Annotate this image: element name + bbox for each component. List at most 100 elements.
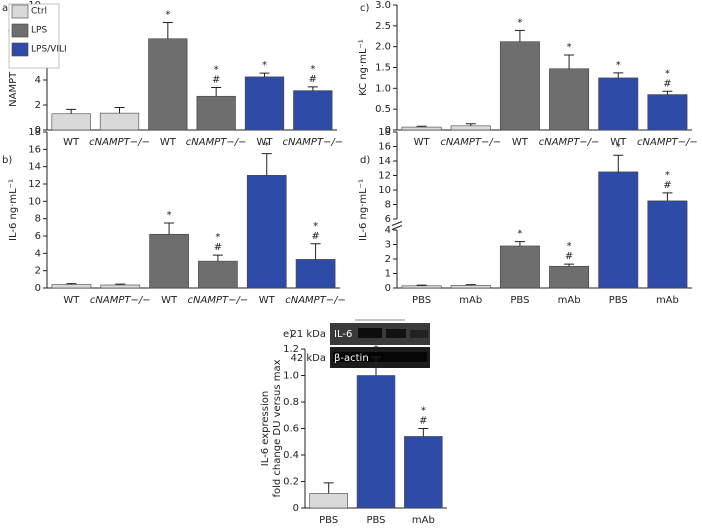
bar: [100, 284, 141, 289]
panel-label: d): [360, 155, 370, 166]
x-tick-label: PBS: [319, 515, 338, 525]
legend: Ctrl LPS LPS/VILI: [8, 3, 67, 69]
error-bar: [416, 284, 427, 286]
panel-label: a): [2, 3, 12, 14]
y-tick-label: 4: [385, 225, 391, 236]
y-tick-label: 2: [35, 266, 41, 277]
x-tick-label: cNAMPT−/−: [188, 295, 249, 306]
band: [386, 329, 406, 338]
significance-mark: *: [215, 232, 220, 243]
y-tick-label: 6: [385, 214, 391, 225]
error-bar: [662, 90, 673, 95]
error-bar: [465, 284, 476, 286]
bar: [51, 284, 92, 289]
error-bar: [164, 222, 175, 235]
y-tick-label: 12: [28, 179, 41, 190]
significance-mark: *: [262, 60, 267, 71]
significance-mark: *: [567, 42, 572, 53]
bar: [293, 90, 333, 131]
bar: [499, 245, 540, 289]
significance-mark: #: [309, 74, 317, 85]
bar: [450, 125, 491, 131]
x-tick-label: PBS: [510, 295, 529, 306]
x-tick-label: WT: [610, 137, 627, 148]
significance-mark: #: [212, 75, 220, 86]
legend-label: LPS: [31, 26, 47, 36]
significance-mark: *: [167, 210, 172, 221]
bar: [244, 76, 285, 131]
bar: [598, 171, 639, 289]
y-tick-label: 2.0: [375, 42, 391, 53]
x-tick-label: PBS: [609, 295, 628, 306]
y-tick-label: 16: [28, 144, 41, 155]
bar: [51, 113, 91, 131]
error-bar: [371, 356, 381, 376]
y-tick-label: 2: [385, 254, 391, 265]
y-tick-label: 0.4: [283, 450, 299, 461]
significance-mark: *: [374, 344, 379, 355]
bar: [647, 200, 688, 289]
bar: [549, 68, 590, 131]
y-tick-label: 1.0: [283, 371, 299, 382]
x-tick-label: WT: [414, 137, 431, 148]
y-tick-label: 0: [35, 283, 41, 294]
significance-mark: #: [311, 231, 319, 242]
y-tick-label: 1.0: [375, 83, 391, 94]
y-tick-label: 10: [378, 185, 391, 196]
y-axis-label: IL-6 expression: [260, 391, 271, 466]
y-tick-label: 0.5: [375, 104, 391, 115]
significance-mark: #: [419, 416, 427, 427]
y-tick-label: 0.6: [283, 424, 299, 435]
x-tick-label: mAb: [656, 295, 679, 306]
y-tick-label: 18: [378, 127, 391, 138]
y-tick-label: 12: [378, 171, 391, 182]
significance-mark: *: [165, 10, 170, 21]
error-bar: [115, 283, 126, 285]
error-bar: [212, 254, 223, 262]
legend-swatch: [11, 23, 29, 38]
x-tick-label: WT: [161, 295, 178, 306]
y-tick-label: 8: [385, 200, 391, 211]
bar: [246, 175, 287, 289]
error-bar: [418, 428, 429, 437]
error-bar: [66, 283, 77, 285]
error-bar: [564, 54, 575, 69]
x-tick-label: PBS: [412, 295, 431, 306]
y-axis-label: KC ng·mL⁻¹: [358, 39, 369, 96]
legend-label: LPS/VILI: [31, 45, 67, 55]
bar: [647, 94, 688, 131]
x-tick-label: cNAMPT−/−: [89, 137, 150, 148]
error-bar: [259, 72, 270, 77]
y-tick-label: 14: [28, 162, 41, 173]
y-tick-label: 4: [35, 248, 41, 259]
significance-mark: *: [517, 17, 522, 28]
band: [410, 330, 428, 338]
error-bar: [416, 125, 427, 128]
significance-mark: #: [663, 78, 671, 89]
x-tick-label: WT: [257, 137, 274, 148]
y-tick-label: 1: [385, 269, 391, 280]
x-tick-label: WT: [259, 295, 276, 306]
band: [358, 328, 382, 338]
y-tick-label: 2.5: [375, 21, 391, 32]
x-tick-label: WT: [63, 137, 80, 148]
bar: [549, 265, 590, 289]
significance-mark: *: [310, 64, 315, 75]
error-bar: [465, 123, 476, 126]
y-tick-label: 0.2: [283, 477, 299, 488]
error-bar: [323, 482, 334, 494]
y-tick-label: 1.5: [375, 63, 391, 74]
y-axis-label: IL-6 ng·mL⁻¹: [358, 179, 369, 241]
y-tick-label: 10: [28, 196, 41, 207]
significance-mark: *: [665, 68, 670, 79]
panel-label: e): [283, 329, 293, 340]
blot-size: 42 kDa: [290, 353, 326, 364]
y-axis-label: fold change DU versus max: [272, 359, 283, 497]
error-bar: [310, 243, 321, 260]
x-tick-label: cNAMPT−/−: [90, 295, 151, 306]
bar: [598, 77, 639, 131]
significance-mark: *: [421, 406, 426, 417]
error-bar: [261, 153, 272, 176]
y-tick-label: 0: [293, 503, 299, 514]
